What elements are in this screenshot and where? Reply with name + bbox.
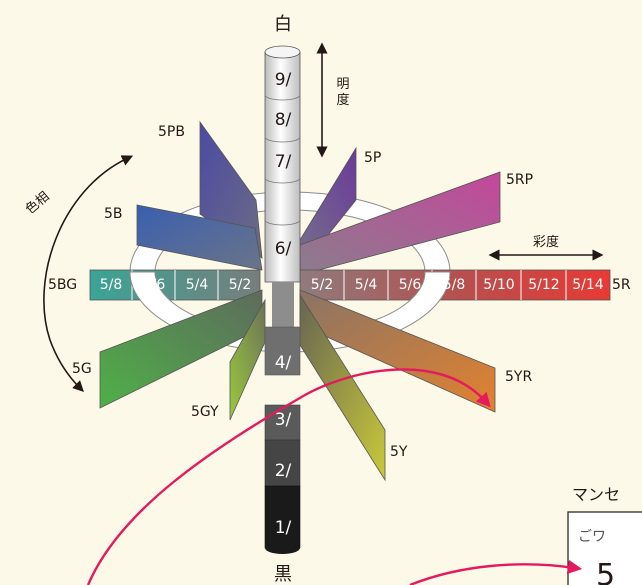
value-axis-label-1: 明 [336,77,349,92]
chroma-label-left-1: 5/8 [100,277,123,293]
sidebar-panel: マンセ ごワ 5 [567,485,642,585]
value-step-2: 2/ [275,461,292,481]
chroma-axis-label: 彩度 [533,234,559,250]
chroma-label-left-4: 5/2 [229,277,252,293]
value-step-1: 1/ [275,518,292,538]
hue-label-5b: 5B [104,206,123,222]
value-step-9: 9/ [275,70,292,90]
hue-label-5rp: 5RP [506,172,533,188]
hue-label-5gy: 5GY [191,404,219,420]
hue-label-5p: 5P [364,150,381,166]
chroma-label-left-3: 5/4 [186,277,209,293]
value-cylinder [264,45,301,554]
value-step-7: 7/ [275,152,292,172]
value-step-4: 4/ [275,353,292,373]
hue-label-5g: 5G [72,361,92,377]
chroma-label-right-7: 5/14 [572,277,604,293]
bottom-label-black: 黒 [274,564,292,585]
hue-label-5r: 5R [612,277,631,293]
hue-axis-arrow [43,155,134,392]
chroma-label-left-2: 5/6 [143,277,166,293]
chroma-label-right-2: 5/4 [355,277,378,293]
hue-label-5yr: 5YR [505,369,532,385]
value-axis-label-2: 度 [336,92,349,108]
chroma-label-right-1: 5/2 [311,277,334,293]
hue-label-5bg: 5BG [48,277,77,293]
hue-axis-label: 色相 [22,188,52,217]
value-step-6: 6/ [275,239,292,259]
top-label-white: 白 [274,14,292,35]
value-step-8: 8/ [275,110,292,130]
value-step-3: 3/ [275,410,292,430]
chroma-label-right-4: 5/8 [443,277,466,293]
sidebar-title: マンセ [572,485,620,504]
chroma-label-right-5: 5/10 [483,277,514,293]
pink-arrow-long [86,368,491,585]
chroma-label-right-6: 5/12 [528,277,559,293]
hue-panel-5b [136,204,263,271]
sidebar-box-text: ごワ [578,529,606,545]
hue-label-5pb: 5PB [158,124,185,140]
chroma-label-right-3: 5/6 [399,277,422,293]
hue-label-5y: 5Y [390,444,408,460]
pink-arrow-short [409,559,583,585]
sidebar-big-digit: 5 [596,558,615,585]
